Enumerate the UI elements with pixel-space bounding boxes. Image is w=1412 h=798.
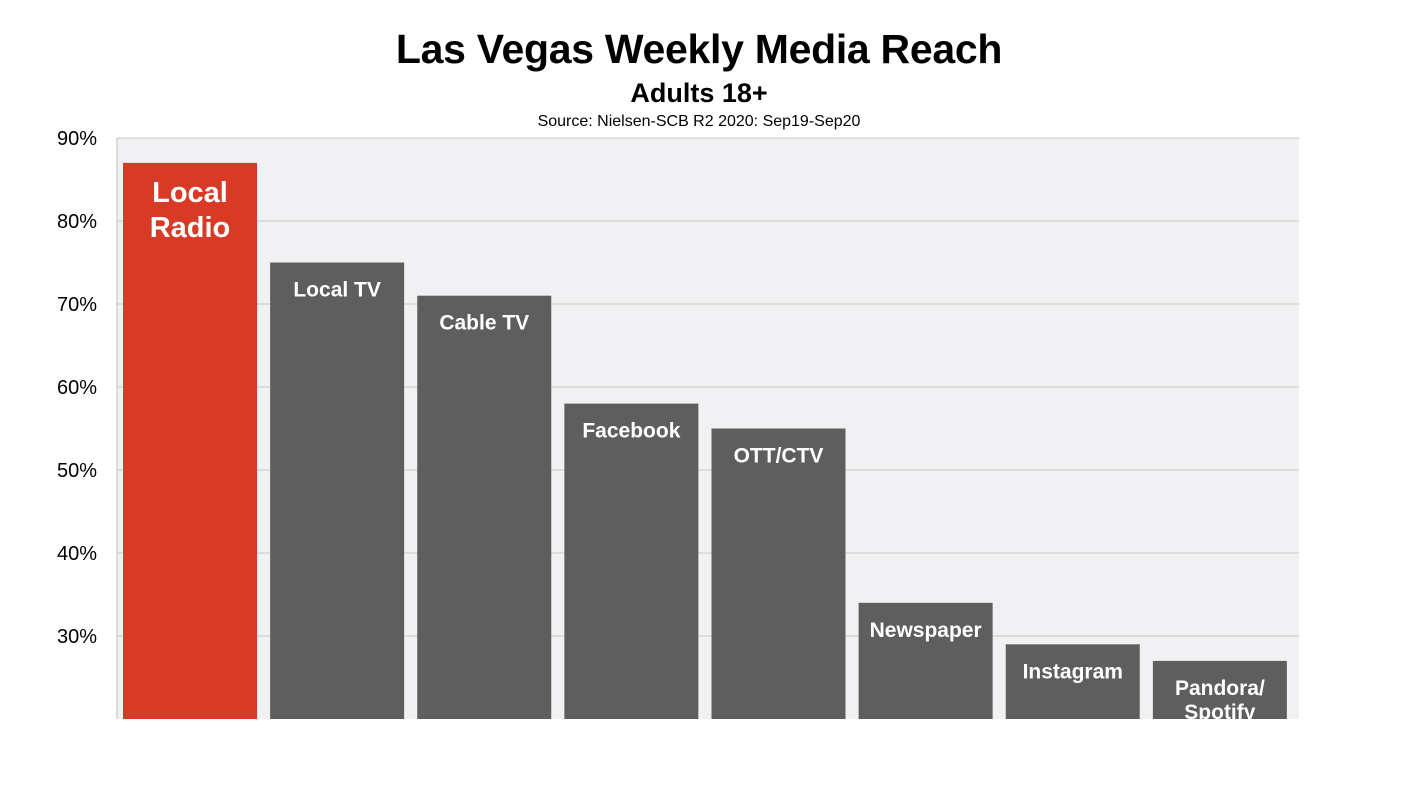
bar-label: Local Radio [150, 177, 231, 244]
bar [858, 602, 993, 719]
bar [123, 162, 257, 719]
y-tick-label: 40% [57, 543, 97, 565]
bar-label: Facebook [582, 420, 680, 443]
chart-subtitle: Adults 18+ [630, 78, 768, 108]
y-tick-label: 90% [57, 128, 97, 150]
bar-label: Instagram [1023, 660, 1123, 683]
bar-label: Cable TV [439, 312, 529, 335]
chart-source: Source: Nielsen-SCB R2 2020: Sep19-Sep20 [537, 113, 861, 130]
y-tick-label: 60% [57, 377, 97, 399]
bars [123, 162, 1287, 719]
y-tick-label: 50% [57, 460, 97, 482]
bar-label: Pandora/Spotify [1175, 677, 1265, 724]
bar-label: Newspaper [870, 619, 982, 642]
bar-label: OTT/CTV [734, 445, 824, 468]
y-axis: 30% 40% 50% 60% 70% 80% 90% [57, 128, 118, 719]
bar [564, 403, 699, 719]
y-tick-label: 70% [57, 294, 97, 316]
chart-title: Las Vegas Weekly Media Reach [395, 26, 1003, 72]
y-tick-label: 30% [57, 626, 97, 648]
bar [417, 295, 552, 719]
bar [1005, 644, 1140, 719]
bar [711, 428, 846, 719]
bar [1152, 660, 1287, 719]
y-tick-label: 80% [57, 211, 97, 233]
bar-labels: Local Radio Local TV Cable TV Facebook OTT/CT… [150, 177, 1265, 724]
bar-label: Local TV [293, 279, 381, 302]
bar [270, 262, 405, 719]
